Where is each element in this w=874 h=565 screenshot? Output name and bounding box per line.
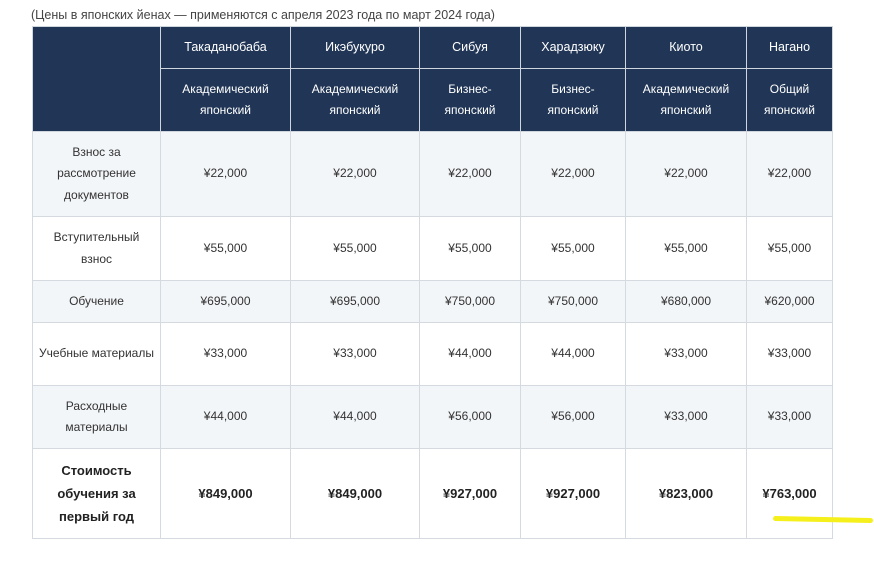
corner-header-cell xyxy=(32,26,161,132)
campus-header: Икэбукуро xyxy=(290,26,420,69)
fee-cell: ¥55,000 xyxy=(290,216,420,281)
fee-cell: ¥55,000 xyxy=(520,216,626,281)
fee-cell: ¥22,000 xyxy=(419,131,521,217)
fee-cell: ¥56,000 xyxy=(419,385,521,449)
fee-cell: ¥695,000 xyxy=(290,280,420,323)
fee-cell: ¥33,000 xyxy=(625,322,747,386)
total-row: Стоимость обучения за первый год ¥849,00… xyxy=(32,448,833,539)
total-cell: ¥927,000 xyxy=(520,448,626,539)
total-cell: ¥823,000 xyxy=(625,448,747,539)
course-header: Академический японский xyxy=(160,68,291,132)
table-row: Расходные материалы ¥44,000 ¥44,000 ¥56,… xyxy=(32,385,833,449)
campus-header: Сибуя xyxy=(419,26,521,69)
fee-cell: ¥44,000 xyxy=(160,385,291,449)
total-cell: ¥927,000 xyxy=(419,448,521,539)
fee-cell: ¥33,000 xyxy=(625,385,747,449)
course-header: Академический японский xyxy=(625,68,747,132)
total-cell: ¥849,000 xyxy=(290,448,420,539)
row-label: Учебные материалы xyxy=(32,322,161,386)
fee-cell: ¥55,000 xyxy=(419,216,521,281)
course-header-row: Академический японский Академический япо… xyxy=(33,68,833,132)
fee-cell: ¥55,000 xyxy=(625,216,747,281)
campus-header: Такаданобаба xyxy=(160,26,291,69)
fee-cell: ¥33,000 xyxy=(160,322,291,386)
fee-cell: ¥33,000 xyxy=(746,322,833,386)
fee-cell: ¥695,000 xyxy=(160,280,291,323)
fee-cell: ¥750,000 xyxy=(520,280,626,323)
campus-header-row: Такаданобаба Икэбукуро Сибуя Харадзюку К… xyxy=(32,26,833,132)
fee-cell: ¥750,000 xyxy=(419,280,521,323)
table-caption: (Цены в японских йенах — применяются с а… xyxy=(31,8,495,22)
campus-header: Харадзюку xyxy=(520,26,626,69)
total-cell: ¥763,000 xyxy=(746,448,833,539)
row-label: Обучение xyxy=(32,280,161,323)
fee-cell: ¥44,000 xyxy=(520,322,626,386)
fee-cell: ¥22,000 xyxy=(625,131,747,217)
table-row: Взнос за рассмотрение документов ¥22,000… xyxy=(32,131,833,217)
fee-cell: ¥620,000 xyxy=(746,280,833,323)
fee-cell: ¥680,000 xyxy=(625,280,747,323)
fee-cell: ¥22,000 xyxy=(160,131,291,217)
fee-cell: ¥22,000 xyxy=(520,131,626,217)
row-label: Вступительный взнос xyxy=(32,216,161,281)
row-label: Расходные материалы xyxy=(32,385,161,449)
fee-cell: ¥56,000 xyxy=(520,385,626,449)
fee-cell: ¥44,000 xyxy=(290,385,420,449)
fee-cell: ¥33,000 xyxy=(290,322,420,386)
campus-header: Киото xyxy=(625,26,747,69)
course-header: Бизнес-японский xyxy=(419,68,521,132)
total-cell: ¥849,000 xyxy=(160,448,291,539)
row-label: Взнос за рассмотрение документов xyxy=(32,131,161,217)
fee-cell: ¥33,000 xyxy=(746,385,833,449)
table-row: Обучение ¥695,000 ¥695,000 ¥750,000 ¥750… xyxy=(32,280,833,323)
fee-cell: ¥55,000 xyxy=(160,216,291,281)
tuition-fees-table: Такаданобаба Икэбукуро Сибуя Харадзюку К… xyxy=(32,26,833,539)
fee-cell: ¥22,000 xyxy=(290,131,420,217)
course-header: Общий японский xyxy=(746,68,833,132)
course-header: Бизнес-японский xyxy=(520,68,626,132)
table-row: Вступительный взнос ¥55,000 ¥55,000 ¥55,… xyxy=(32,216,833,281)
campus-header: Нагано xyxy=(746,26,833,69)
course-header: Академический японский xyxy=(290,68,420,132)
fee-cell: ¥44,000 xyxy=(419,322,521,386)
total-label: Стоимость обучения за первый год xyxy=(32,448,161,539)
fee-cell: ¥22,000 xyxy=(746,131,833,217)
table-row: Учебные материалы ¥33,000 ¥33,000 ¥44,00… xyxy=(32,322,833,386)
fee-cell: ¥55,000 xyxy=(746,216,833,281)
